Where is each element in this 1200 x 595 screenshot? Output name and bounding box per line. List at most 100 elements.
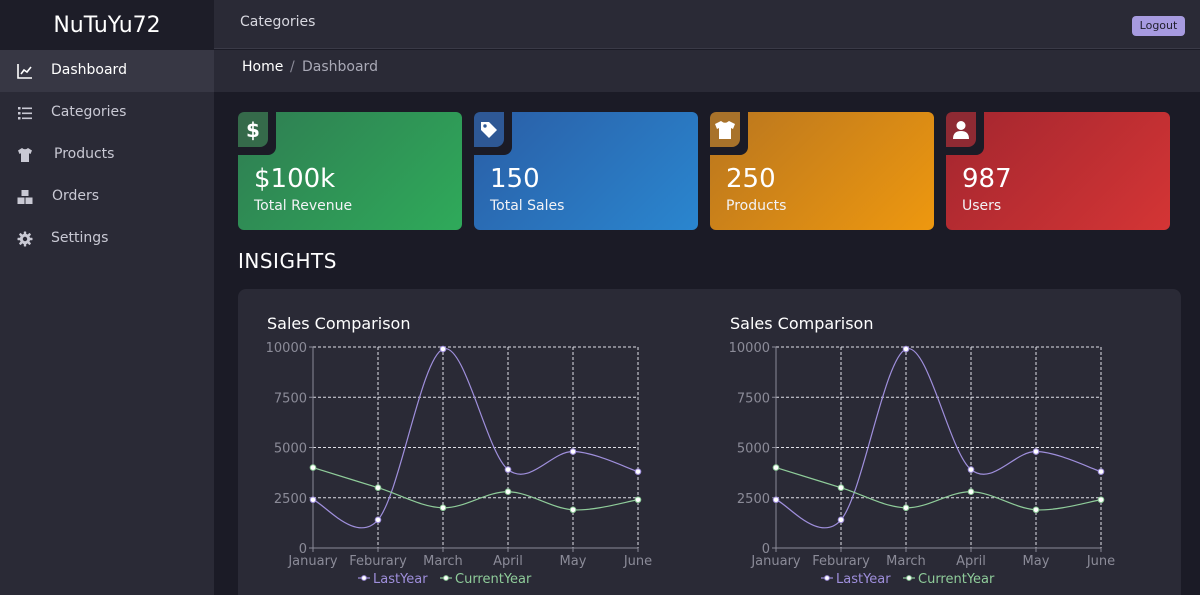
chart-legend: LastYear CurrentYear <box>821 572 995 587</box>
sales-comparison-chart[interactable]: 0 2500 5000 7500 10000 January Feburary March Ap… <box>238 289 1181 595</box>
data-point-last-year <box>1032 448 1040 455</box>
stat-card-revenue[interactable]: $ $100k Total Revenue <box>238 112 462 230</box>
shirt-icon <box>18 148 32 162</box>
x-tick-label: Feburary <box>349 554 407 569</box>
shirt-icon <box>715 120 735 139</box>
user-icon <box>953 120 969 139</box>
sidebar-item-settings[interactable]: Settings <box>0 218 214 260</box>
stat-value: 150 <box>490 164 540 194</box>
sales-comparison-chart[interactable]: 0 2500 5000 7500 10000 January Feburary March Ap… <box>238 289 698 595</box>
logout-button[interactable]: Logout <box>1132 16 1185 36</box>
y-tick-label: 0 <box>762 542 770 557</box>
data-point-last-year <box>634 468 642 475</box>
data-point-current-year <box>967 488 975 496</box>
x-tick-label: June <box>623 554 652 569</box>
data-point-last-year <box>1097 468 1105 475</box>
data-point-current-year <box>569 506 577 514</box>
series-line-current-year <box>312 467 639 511</box>
data-point-current-year <box>374 484 382 491</box>
x-tick-label: April <box>956 554 986 569</box>
chart-title: Sales Comparison <box>730 314 874 333</box>
data-point-current-year <box>902 504 910 512</box>
data-point-current-year <box>1032 506 1040 514</box>
breadcrumb-current: Dashboard <box>302 59 378 75</box>
y-tick-label: 10000 <box>729 341 770 356</box>
legend-marker-last-year <box>361 575 367 581</box>
data-point-last-year <box>569 448 577 455</box>
data-point-current-year <box>634 496 642 504</box>
stat-value: $100k <box>254 164 336 194</box>
legend-marker-current-year <box>906 575 912 581</box>
x-tick-label: May <box>560 554 587 569</box>
sidebar-item-orders[interactable]: Orders <box>0 176 214 218</box>
y-tick-label: 7500 <box>737 391 770 406</box>
data-point-last-year <box>439 345 447 353</box>
sidebar-item-categories[interactable]: Categories <box>0 92 214 134</box>
x-tick-label: June <box>1086 554 1115 569</box>
sidebar-item-label: Products <box>54 146 115 162</box>
y-tick-label: 2500 <box>737 492 770 507</box>
data-point-current-year <box>504 488 512 496</box>
stat-card-products[interactable]: 250 Products <box>710 112 934 230</box>
series-line-current-year <box>775 467 1102 511</box>
sidebar-item-products[interactable]: Products <box>0 134 214 176</box>
legend-label-last-year: LastYear <box>373 572 428 587</box>
stat-card-users[interactable]: 987 Users <box>946 112 1170 230</box>
boxes-icon <box>17 190 33 204</box>
x-tick-label: May <box>1023 554 1050 569</box>
sidebar: NuTuYu72 Dashboard Categories Products O… <box>0 0 214 595</box>
chart-legend: LastYear CurrentYear <box>358 572 532 587</box>
breadcrumb-separator: / <box>290 59 295 75</box>
x-tick-label: April <box>493 554 523 569</box>
stat-label: Total Sales <box>490 198 565 214</box>
x-tick-label: January <box>287 554 338 569</box>
data-point-last-year <box>772 496 780 504</box>
card-icon-badge <box>946 112 976 147</box>
series-line-last-year <box>775 348 1102 529</box>
data-point-last-year <box>967 466 975 473</box>
card-icon-badge: $ <box>238 112 268 147</box>
x-tick-label: March <box>886 554 926 569</box>
x-tick-label: Feburary <box>812 554 870 569</box>
card-icon-badge <box>474 112 504 147</box>
stat-label: Users <box>962 198 1002 214</box>
data-point-current-year <box>439 504 447 512</box>
insights-heading: INSIGHTS <box>238 249 337 273</box>
breadcrumb: Home / Dashboard <box>214 50 1200 92</box>
y-tick-label: 2500 <box>274 492 307 507</box>
top-bar-title[interactable]: Categories <box>240 14 316 30</box>
x-tick-label: March <box>423 554 463 569</box>
sidebar-item-dashboard[interactable]: Dashboard <box>0 50 214 92</box>
sidebar-item-label: Dashboard <box>51 62 127 78</box>
card-icon-badge <box>710 112 740 147</box>
dollar-icon: $ <box>246 119 260 141</box>
sidebar-item-label: Orders <box>52 188 100 204</box>
data-point-last-year <box>837 516 845 524</box>
insights-panel: Sales Comparison Sales Comparison 0 2500 5… <box>238 289 1181 595</box>
data-point-current-year <box>837 484 845 491</box>
y-tick-label: 10000 <box>266 341 307 356</box>
data-point-last-year <box>504 466 512 473</box>
top-bar: Categories Logout <box>214 0 1200 49</box>
data-point-current-year <box>309 464 317 471</box>
breadcrumb-home-link[interactable]: Home <box>242 59 284 75</box>
gear-icon <box>17 231 33 247</box>
legend-label-current-year: CurrentYear <box>455 572 532 587</box>
data-point-current-year <box>1097 496 1105 504</box>
data-point-last-year <box>902 345 910 353</box>
data-point-current-year <box>772 464 780 471</box>
line-chart-icon <box>17 64 32 79</box>
stat-card-sales[interactable]: 150 Total Sales <box>474 112 698 230</box>
legend-marker-last-year <box>824 575 830 581</box>
stat-label: Products <box>726 198 787 214</box>
x-tick-label: January <box>750 554 801 569</box>
stat-label: Total Revenue <box>254 198 353 214</box>
sidebar-item-label: Settings <box>51 230 109 246</box>
list-icon <box>18 107 32 120</box>
brand-logo[interactable]: NuTuYu72 <box>0 0 214 50</box>
tag-icon <box>481 121 497 138</box>
stat-value: 987 <box>962 164 1012 194</box>
stat-value: 250 <box>726 164 776 194</box>
data-point-last-year <box>374 516 382 524</box>
legend-label-last-year: LastYear <box>836 572 891 587</box>
